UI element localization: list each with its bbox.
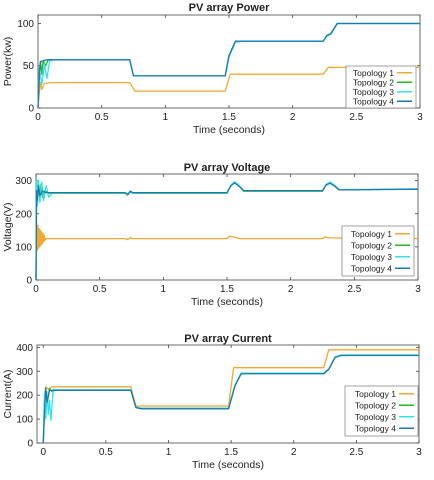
y-tick-label: 50 [23, 61, 35, 72]
x-tick-label: 0.5 [93, 284, 107, 295]
legend-label: Topology 2 [353, 77, 394, 87]
series-line-topology-1 [37, 66, 420, 109]
x-tick-label: 0 [33, 284, 39, 295]
legend-label: Topology 1 [353, 68, 394, 78]
x-tick-label: 1.5 [222, 112, 236, 123]
y-tick-label: 400 [16, 343, 33, 354]
y-axis-label: Voltage(V) [2, 202, 14, 251]
x-tick-label: 2.5 [349, 112, 363, 123]
y-tick-label: 300 [15, 176, 32, 187]
x-tick-label: 2 [291, 447, 297, 458]
legend-label: Topology 2 [355, 400, 396, 410]
plot-frame [36, 344, 420, 444]
x-tick-label: 1 [161, 284, 167, 295]
series-line-topology-4 [35, 182, 419, 281]
x-tick-label: 0 [40, 447, 46, 458]
legend-label: Topology 3 [355, 412, 396, 422]
x-tick-label: 1.5 [220, 284, 234, 295]
series-line-topology-4 [37, 22, 420, 109]
x-axis-label: Time (seconds) [192, 459, 264, 471]
x-tick-label: 3 [415, 284, 421, 295]
y-axis-label: Current(A) [2, 369, 14, 418]
x-tick-label: 3 [417, 112, 423, 123]
y-axis-label: Power(kw) [2, 37, 14, 87]
x-axis-label: Time (seconds) [191, 296, 263, 308]
x-tick-label: 0.5 [95, 112, 109, 123]
chart-panel-3: PV array Current 0 0.5 1 1.5 2 2.5 3 0 100 200 300 4… [2, 333, 422, 471]
legend-label: Topology 3 [353, 87, 394, 97]
x-tick-label: 2.5 [349, 447, 363, 458]
x-tick-label: 0.5 [99, 447, 113, 458]
y-tick-label: 0 [28, 104, 34, 115]
y-tick-label: 100 [16, 415, 33, 426]
x-tick-label: 2 [290, 112, 296, 123]
chart-panel-1: PV array Power 0 0.5 1 1.5 2 2.5 3 0 50 100 Time (s… [2, 2, 423, 136]
y-tick-label: 0 [27, 439, 33, 450]
x-axis-label: Time (seconds) [193, 124, 265, 136]
y-tick-label: 200 [15, 209, 32, 220]
series-line-topology-4 [42, 354, 419, 444]
legend-label: Topology 4 [351, 263, 392, 273]
chart-title: PV array Current [184, 333, 272, 345]
legend-label: Topology 1 [351, 229, 392, 239]
legend-label: Topology 2 [351, 240, 392, 250]
x-tick-label: 1 [166, 447, 172, 458]
chart-panel-2: PV array Voltage 0 0.5 1 1.5 2 2.5 3 0 100 200 300 T… [2, 162, 421, 308]
chart-title: PV array Voltage [184, 162, 271, 174]
x-tick-label: 2.5 [347, 284, 361, 295]
legend-label: Topology 4 [353, 96, 394, 106]
y-tick-label: 100 [17, 19, 34, 30]
legend-label: Topology 1 [355, 389, 396, 399]
series-line-topology-1 [35, 221, 419, 281]
x-tick-label: 1.5 [224, 447, 238, 458]
legend-label: Topology 4 [355, 423, 396, 433]
x-tick-label: 0 [35, 112, 41, 123]
y-tick-label: 200 [16, 391, 33, 402]
x-tick-label: 1 [163, 112, 169, 123]
y-tick-label: 0 [26, 276, 32, 287]
legend-label: Topology 3 [351, 252, 392, 262]
y-tick-label: 100 [15, 242, 32, 253]
y-tick-label: 300 [16, 367, 33, 378]
x-tick-label: 2 [288, 284, 294, 295]
chart-title: PV array Power [189, 2, 270, 14]
x-tick-label: 3 [416, 447, 422, 458]
